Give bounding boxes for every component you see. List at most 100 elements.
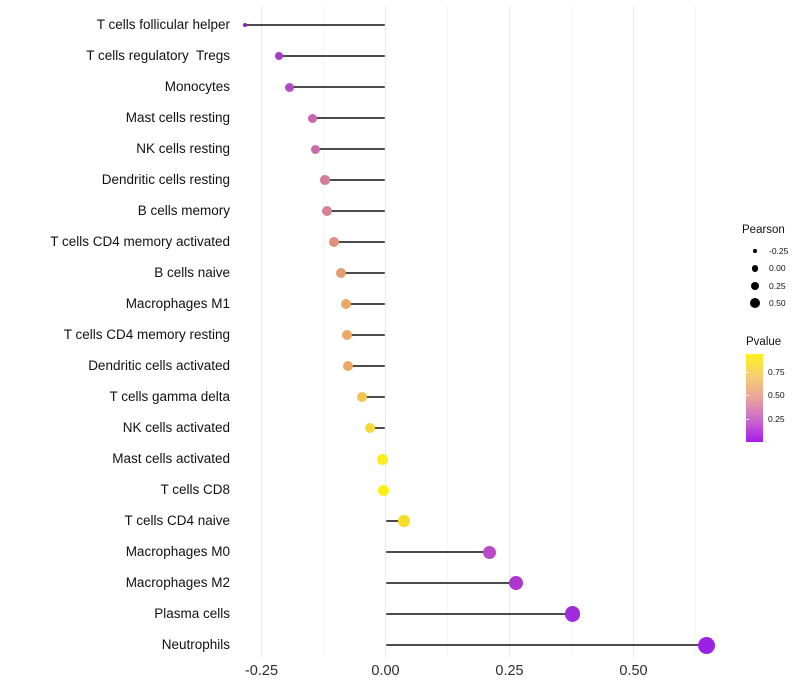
data-point <box>340 299 351 309</box>
data-point <box>335 268 346 278</box>
data-point <box>243 23 248 27</box>
y-axis-label: T cells follicular helper <box>96 17 230 32</box>
data-point <box>564 606 581 622</box>
data-point <box>398 515 410 527</box>
size-legend-entry: 0.00 <box>736 260 800 278</box>
y-axis-label: Mast cells resting <box>125 110 230 125</box>
lollipop-stem <box>345 303 386 305</box>
gridline-minor <box>571 6 572 657</box>
y-axis-label: Macrophages M2 <box>125 575 230 590</box>
size-legend-label: 0.50 <box>769 298 786 309</box>
y-axis-label: T cells CD4 naive <box>124 513 230 528</box>
data-point <box>509 576 524 590</box>
y-axis-label: Neutrophils <box>161 637 230 652</box>
data-point <box>698 636 716 654</box>
lollipop-stem <box>362 396 386 398</box>
size-legend-dot <box>750 281 760 290</box>
y-axis-label: T cells CD8 <box>160 482 230 497</box>
data-point <box>378 484 390 496</box>
size-legend-label: 0.25 <box>769 280 786 291</box>
size-legend-dot-box <box>744 249 766 253</box>
gridline-major <box>509 6 510 657</box>
x-tick-label: 0.00 <box>371 663 400 679</box>
y-axis-label: T cells CD4 memory activated <box>50 234 230 249</box>
lollipop-stem <box>385 644 707 646</box>
size-legend-label: 0.00 <box>769 263 786 274</box>
lollipop-stem <box>385 520 404 522</box>
data-point <box>274 51 284 61</box>
y-axis-label: Dendritic cells activated <box>88 358 230 373</box>
lollipop-stem <box>340 272 386 274</box>
lollipop-stem <box>245 24 386 26</box>
lollipop-stem <box>334 241 386 243</box>
data-point <box>342 361 353 371</box>
color-legend-title: Pvalue <box>746 336 782 348</box>
color-legend-gradient-bar <box>746 354 763 442</box>
color-legend-tick-label: 0.25 <box>768 413 785 424</box>
y-axis-label: T cells CD4 memory resting <box>63 327 230 342</box>
gridline-major <box>633 6 634 657</box>
data-point <box>322 206 333 216</box>
lollipop-stem <box>312 117 386 119</box>
color-legend: Pvalue 0.75 0.50 0.25 <box>736 336 800 442</box>
color-legend-tick-label: 0.75 <box>768 366 785 377</box>
size-legend-entries: -0.25 0.00 0.25 0.50 <box>736 242 800 312</box>
data-point <box>285 82 295 92</box>
size-legend-dot-box <box>744 281 766 290</box>
size-legend: Pearson -0.25 0.00 0.25 0.50 <box>736 224 800 312</box>
y-axis-label: T cells regulatory Tregs <box>86 48 230 63</box>
lollipop-stem <box>385 551 490 553</box>
lollipop-stem <box>347 365 386 367</box>
data-point <box>310 144 320 154</box>
data-point <box>376 453 388 465</box>
gridline-minor <box>447 6 448 657</box>
size-legend-title: Pearson <box>742 224 785 236</box>
color-legend-tick-mark <box>746 395 749 397</box>
gridline-minor <box>323 6 324 657</box>
size-legend-dot-box <box>744 298 766 309</box>
data-point <box>320 175 330 185</box>
lollipop-stem <box>385 613 573 615</box>
x-tick-label: 0.50 <box>619 663 648 679</box>
y-axis-label: Mast cells activated <box>112 451 230 466</box>
lollipop-stem <box>315 148 386 150</box>
y-axis-label: T cells gamma delta <box>109 389 230 404</box>
y-axis-label: Plasma cells <box>154 606 230 621</box>
lollipop-stem <box>278 55 386 57</box>
lollipop-stem <box>324 179 386 181</box>
lollipop-stem <box>346 334 386 336</box>
lollipop-stem <box>289 86 386 88</box>
gridline-major <box>385 6 386 657</box>
y-axis-label: B cells naive <box>154 265 230 280</box>
lollipop-stem <box>370 427 386 429</box>
color-legend-tick-label: 0.50 <box>768 390 785 401</box>
gridline-minor <box>695 6 696 657</box>
size-legend-label: -0.25 <box>769 245 789 256</box>
size-legend-dot <box>751 265 759 272</box>
gridline-major <box>261 6 262 657</box>
size-legend-entry: 0.25 <box>736 277 800 295</box>
y-axis-label: B cells memory <box>137 203 230 218</box>
size-legend-entry: 0.50 <box>736 295 800 313</box>
color-legend-tick-mark <box>746 418 749 420</box>
y-axis-label: Macrophages M0 <box>125 544 230 559</box>
data-point <box>356 391 368 403</box>
data-point <box>482 545 496 559</box>
y-axis-label: Macrophages M1 <box>125 296 230 311</box>
y-axis-label: Dendritic cells resting <box>101 172 230 187</box>
size-legend-entry: -0.25 <box>736 242 800 260</box>
size-legend-dot <box>753 249 757 253</box>
data-point <box>329 237 340 247</box>
size-legend-dot-box <box>744 265 766 272</box>
size-legend-dot <box>750 298 760 309</box>
x-tick-label: -0.25 <box>244 663 279 679</box>
lollipop-stem <box>327 210 386 212</box>
data-point <box>341 330 352 340</box>
y-axis-label: Monocytes <box>164 79 230 94</box>
x-tick-label: 0.25 <box>495 663 524 679</box>
color-legend-bar-wrap: 0.75 0.50 0.25 <box>746 354 785 442</box>
data-point <box>308 113 318 123</box>
data-point <box>364 422 376 434</box>
lollipop-stem <box>385 582 517 584</box>
